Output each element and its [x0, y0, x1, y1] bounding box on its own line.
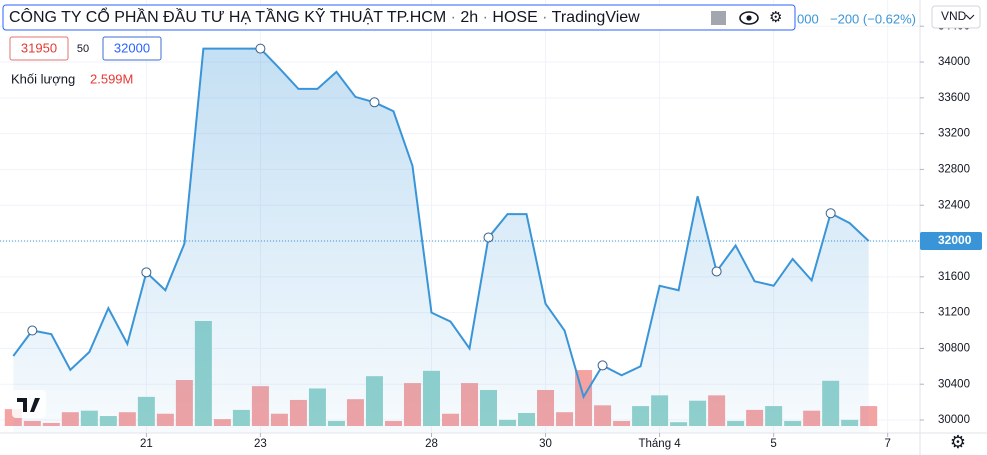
marker [711, 266, 722, 277]
x-tick-label: 5 [770, 438, 776, 450]
y-tick-label: 32800 [938, 163, 970, 175]
price-line [12, 47, 870, 400]
currency-box[interactable] [931, 5, 981, 29]
chart-title: CÔNG TY CỔ PHẦN ĐẦU TƯ HẠ TẦNG KỸ THUẬT … [9, 6, 640, 26]
area-fill [13, 48, 869, 433]
x-tick-label: 7 [884, 438, 890, 450]
marker [825, 208, 836, 219]
y-tick-label: 34000 [938, 56, 970, 68]
icon[interactable] [711, 11, 726, 25]
y-tick-label: 30800 [938, 342, 970, 354]
tv-logo [12, 390, 46, 418]
marker [483, 232, 494, 243]
icon[interactable]: ⚙ [769, 9, 782, 26]
ask: 32000 [114, 40, 150, 55]
x-tick-label: 23 [254, 438, 267, 450]
currency: VND [941, 9, 967, 23]
source: TradingView [552, 9, 640, 26]
marker [369, 97, 380, 108]
title: CÔNG TY CỔ PHẦN ĐẦU TƯ HẠ TẦNG KỸ THUẬT … [9, 6, 446, 26]
x-tick-label: 21 [140, 438, 153, 450]
eye-icon[interactable] [739, 11, 759, 25]
title-box[interactable] [2, 4, 796, 31]
bid-box[interactable] [9, 36, 69, 61]
last-price-label: 32000 [938, 233, 972, 247]
y-tick-label: 32400 [938, 199, 970, 211]
dropdown-icon [965, 14, 975, 20]
ask-box[interactable] [102, 36, 162, 61]
settings-icon[interactable]: ⚙ [950, 432, 966, 452]
y-tick-label: 33600 [938, 92, 970, 104]
volume-label: Khối lượng [11, 71, 75, 86]
price-partial: 000 [797, 11, 819, 26]
price-change: −200 (−0.62%) [830, 11, 916, 26]
x-tick-label: 30 [539, 438, 552, 450]
spread: 50 [77, 43, 89, 55]
x-tick-label: 28 [425, 438, 438, 450]
interval: 2h [460, 9, 478, 26]
y-tick-label: 31200 [938, 307, 970, 319]
exchange: HOSE [492, 9, 537, 26]
marker [141, 267, 152, 278]
volume-last: 2.599M [90, 71, 133, 86]
marker [27, 325, 38, 336]
y-tick-label: 30000 [938, 414, 970, 426]
y-tick-label: 33200 [938, 128, 970, 140]
marker [597, 360, 608, 371]
y-tick-label: 31600 [938, 271, 970, 283]
y-tick-label: 30400 [938, 378, 970, 390]
marker [255, 43, 266, 54]
last-price-tag [920, 232, 982, 251]
bid: 31950 [21, 40, 57, 55]
x-tick-label: Tháng 4 [638, 438, 681, 450]
